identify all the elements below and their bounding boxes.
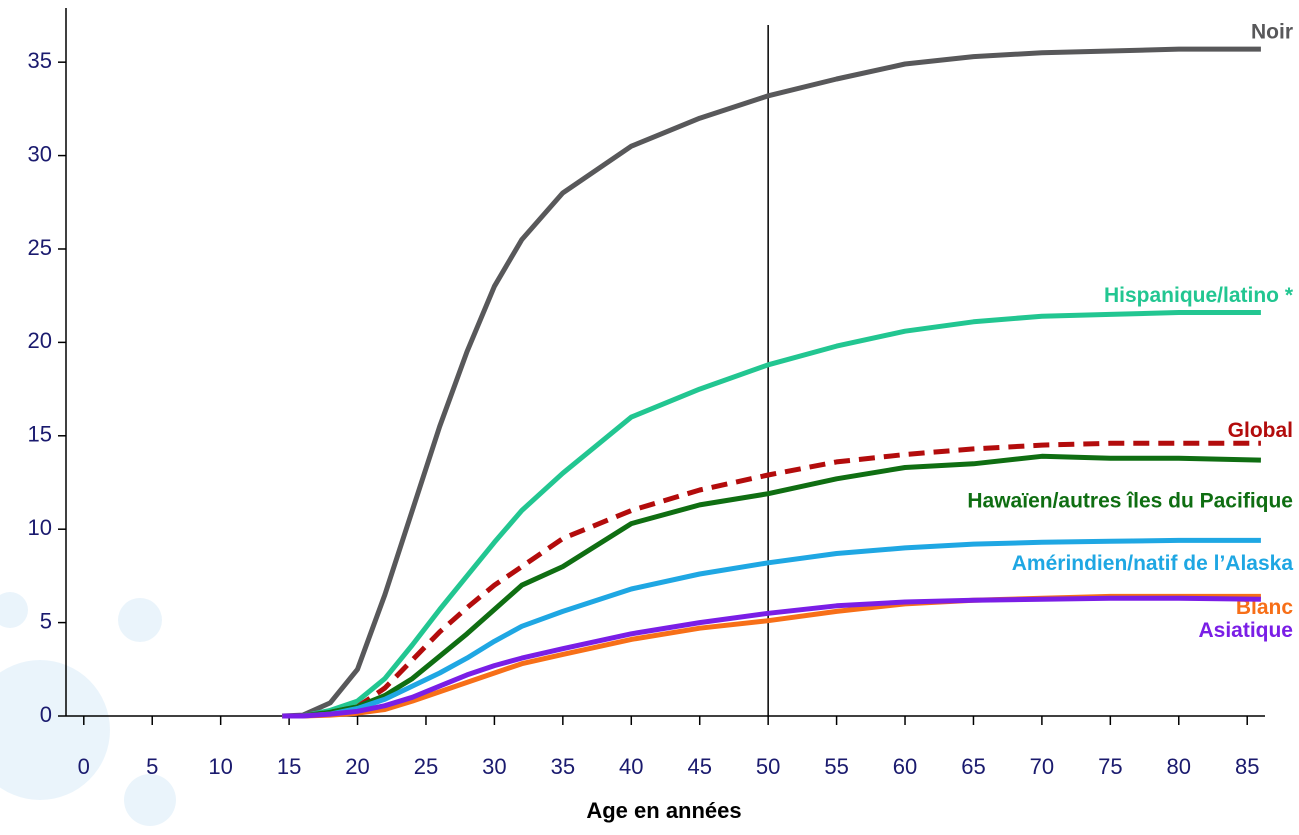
x-tick-label: 85 — [1235, 754, 1259, 779]
y-tick-label: 35 — [28, 48, 52, 73]
x-tick-label: 60 — [893, 754, 917, 779]
series-line — [282, 49, 1261, 716]
x-tick-label: 45 — [687, 754, 711, 779]
series-line — [282, 313, 1261, 717]
x-tick-label: 75 — [1098, 754, 1122, 779]
x-tick-label: 10 — [208, 754, 232, 779]
y-tick-label: 25 — [28, 235, 52, 260]
x-tick-label: 50 — [756, 754, 780, 779]
x-tick-label: 55 — [824, 754, 848, 779]
y-tick-label: 15 — [28, 422, 52, 447]
y-tick-label: 0 — [40, 702, 52, 727]
x-tick-label: 80 — [1167, 754, 1191, 779]
chart: Age en années 0 5 10 15 20 25 30 35 0 5 10 15 20 25 30… — [0, 0, 1299, 835]
x-tick-label: 30 — [482, 754, 506, 779]
y-tick-label: 5 — [40, 608, 52, 633]
series-line — [282, 443, 1261, 716]
x-tick-label: 70 — [1030, 754, 1054, 779]
y-tick-label: 30 — [28, 141, 52, 166]
series-label: Asiatique — [1198, 619, 1293, 642]
x-tick-label: 65 — [961, 754, 985, 779]
series-label: Amérindien/natif de l’Alaska — [1012, 552, 1294, 575]
series-label: Hispanique/latino * — [1104, 284, 1294, 307]
x-tick-label: 35 — [551, 754, 575, 779]
x-axis-title: Age en années — [586, 798, 741, 823]
series-label: Noir — [1251, 21, 1293, 44]
x-tick-label: 15 — [277, 754, 301, 779]
series-line — [282, 598, 1261, 716]
series-label: Global — [1228, 419, 1293, 442]
x-tick-label: 25 — [414, 754, 438, 779]
series-label: Hawaïen/autres îles du Pacifique — [967, 490, 1293, 513]
x-tick-label: 5 — [146, 754, 158, 779]
y-tick-label: 10 — [28, 515, 52, 540]
x-tick-label: 20 — [345, 754, 369, 779]
background-decoration — [0, 592, 176, 826]
x-tick-label: 40 — [619, 754, 643, 779]
y-tick-label: 20 — [28, 328, 52, 353]
x-tick-label: 0 — [78, 754, 90, 779]
